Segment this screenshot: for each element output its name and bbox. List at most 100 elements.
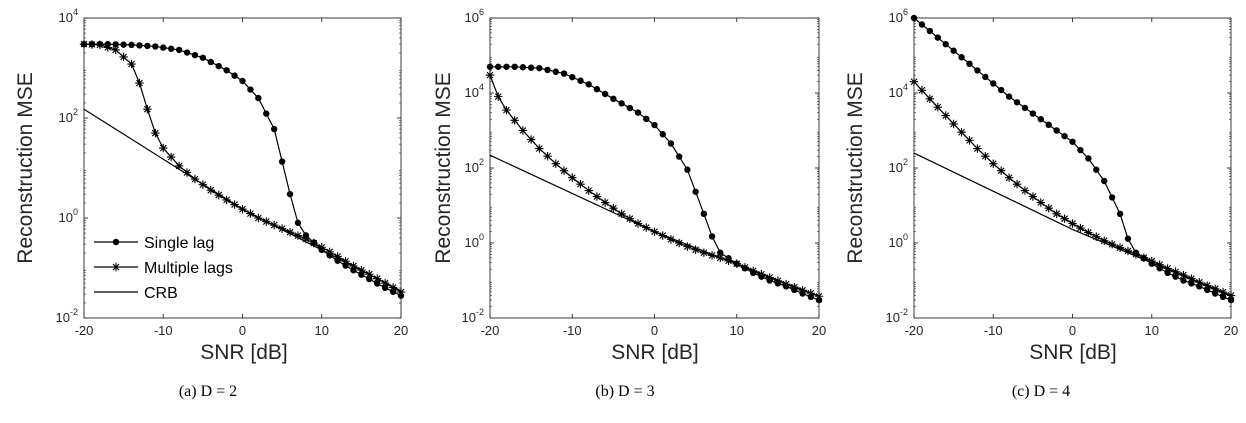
marker-dot-s0 (601, 90, 609, 98)
marker-asterisk-s1 (301, 234, 311, 244)
marker-dot-s0 (997, 86, 1005, 94)
marker-asterisk-s1 (584, 186, 593, 195)
marker-dot-s0 (544, 66, 551, 74)
marker-dot-s0 (618, 100, 625, 107)
marker-asterisk-s1 (568, 173, 577, 182)
marker-asterisk-s1 (502, 105, 511, 115)
marker-dot-s0 (950, 47, 957, 54)
marker-asterisk-s1 (111, 45, 120, 55)
marker-dot-s0 (247, 86, 254, 93)
marker-asterisk-s1 (674, 238, 684, 248)
marker-dot-s0 (1211, 290, 1219, 297)
marker-dot-s0 (934, 34, 941, 41)
y-tick-label: 10-2 (462, 307, 484, 325)
marker-asterisk-s1 (666, 235, 676, 244)
marker-asterisk-s1 (1036, 198, 1045, 207)
legend-label: Single lag (144, 235, 214, 252)
marker-asterisk-s1 (388, 283, 398, 292)
marker-dot-s0 (1077, 146, 1084, 154)
marker-dot-s0 (918, 21, 926, 28)
marker-asterisk-s1 (1139, 253, 1149, 262)
marker-dot-s0 (692, 188, 699, 195)
marker-dot-s0 (990, 80, 997, 87)
marker-dot-s0 (577, 77, 584, 84)
marker-dot-s0 (942, 41, 949, 48)
marker-asterisk-s1 (143, 104, 152, 114)
marker-asterisk-s1 (325, 247, 334, 257)
marker-dot-s0 (294, 219, 302, 227)
marker-dot-s0 (199, 54, 207, 61)
marker-dot-s0 (342, 262, 349, 269)
marker-asterisk-s1 (222, 195, 231, 205)
marker-asterisk-s1 (135, 78, 144, 88)
y-axis-label: Reconstruction MSE (844, 72, 867, 263)
series-multiple-lags (909, 77, 1236, 300)
marker-asterisk-s1 (518, 126, 528, 135)
marker-asterisk-s1 (1187, 274, 1196, 283)
series-crb (489, 154, 820, 297)
marker-asterisk-s1 (87, 40, 97, 49)
marker-asterisk-s1 (1226, 291, 1236, 300)
marker-dot-s0 (239, 77, 246, 85)
x-tick-label: 10 (1145, 323, 1159, 338)
marker-asterisk-s1 (949, 119, 958, 129)
marker-dot-s0 (1013, 99, 1021, 106)
marker-asterisk-s1 (174, 161, 184, 171)
marker-dot-s0 (982, 73, 989, 81)
x-tick-label: -10 (984, 323, 1003, 338)
y-tick-label: 10-2 (56, 307, 78, 325)
panel-caption: (c) D = 4 (1012, 383, 1070, 400)
marker-dot-s0 (152, 43, 159, 50)
marker-asterisk-s1 (925, 94, 935, 104)
marker-asterisk-s1 (341, 257, 350, 266)
marker-asterisk-s1 (1068, 219, 1077, 228)
marker-dot-s0 (593, 85, 601, 93)
marker-asterisk-s1 (683, 242, 692, 251)
marker-asterisk-s1 (277, 224, 287, 233)
series-line (490, 66, 820, 301)
y-tick-label: 100 (59, 207, 78, 225)
marker-asterisk-s1 (917, 86, 927, 95)
marker-asterisk-s1 (1092, 232, 1101, 241)
marker-dot-s0 (1108, 194, 1116, 201)
marker-dot-s0 (183, 49, 191, 56)
series-single-lag (910, 14, 1235, 304)
y-tick-label: 10-2 (886, 307, 908, 325)
marker-asterisk-s1 (1195, 278, 1204, 287)
marker-dot-s0 (1045, 121, 1052, 129)
marker-asterisk-s1 (957, 128, 966, 137)
marker-asterisk-s1 (1060, 214, 1069, 223)
marker-asterisk-s1 (206, 185, 215, 195)
marker-asterisk-s1 (1155, 260, 1164, 269)
chart-panel-2: -20 -10 0 10 20 10-2 100 102 104 106 SNR [dB] Recon… (432, 7, 826, 400)
y-tick-label: 104 (59, 7, 78, 25)
series-line (489, 74, 820, 297)
marker-asterisk-s1 (1171, 267, 1180, 276)
series-line (913, 81, 1232, 296)
y-tick-label: 102 (465, 157, 484, 175)
marker-dot-s0 (958, 54, 965, 61)
marker-dot-s0 (643, 115, 650, 123)
x-axis-label: SNR [dB] (200, 341, 288, 364)
marker-dot-s0 (684, 166, 691, 173)
marker-asterisk-s1 (1020, 186, 1030, 195)
marker-dot-s0 (1053, 127, 1060, 134)
marker-asterisk-s1 (1076, 223, 1085, 233)
marker-asterisk-s1 (1012, 179, 1022, 189)
marker-asterisk-s1 (119, 52, 128, 62)
marker-asterisk-s1 (1084, 228, 1093, 237)
marker-asterisk-s1 (293, 231, 303, 240)
marker-asterisk-s1 (1179, 270, 1188, 280)
marker-dot-s0 (651, 121, 658, 129)
marker-asterisk-s1 (127, 59, 136, 69)
legend-label: CRB (144, 285, 178, 302)
plot-frame (489, 17, 820, 319)
marker-asterisk-s1 (781, 279, 791, 289)
marker-asterisk-s1 (285, 228, 295, 237)
marker-asterisk-s1 (543, 151, 552, 161)
marker-asterisk-s1 (1115, 243, 1125, 252)
marker-asterisk-s1 (111, 262, 121, 272)
y-tick-label: 102 (889, 157, 908, 175)
marker-asterisk-s1 (559, 166, 569, 175)
marker-asterisk-s1 (214, 190, 223, 200)
